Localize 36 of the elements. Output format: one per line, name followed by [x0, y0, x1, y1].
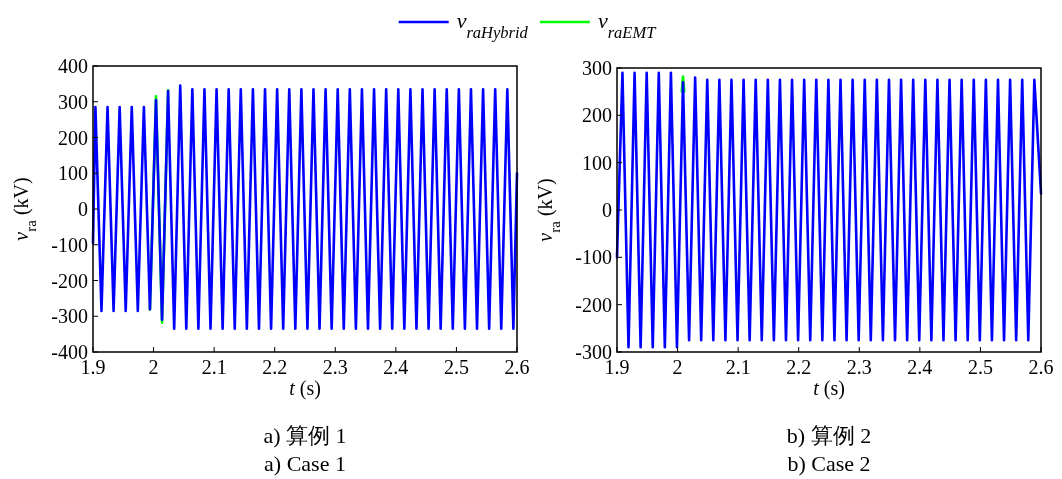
x-tick-label: 2.4	[383, 356, 409, 378]
x-tick-label: 2.6	[504, 356, 530, 378]
legend-label: v$_{raHybrid}$	[456, 8, 529, 42]
legend-label: v$_{raEMT}$	[597, 8, 658, 42]
x-tick-label: 2.3	[322, 356, 348, 378]
y-tick-label: 200	[58, 126, 88, 149]
text: b) 算例 2	[786, 423, 872, 448]
x-tick-label: 2.4	[907, 356, 933, 378]
y-tick-label: 0	[78, 198, 88, 220]
text: b) Case 2	[787, 451, 871, 476]
y-tick-label: 300	[582, 57, 612, 79]
x-tick-label: 2.5	[443, 356, 469, 378]
y-tick-label: -100	[575, 246, 612, 269]
x-tick-label: 2	[672, 356, 683, 378]
x-axis-title: t (s)	[289, 377, 321, 400]
x-tick-label: 2.2	[786, 356, 812, 378]
x-tick-label: 2.5	[967, 356, 993, 378]
x-axis-title: t (s)	[813, 377, 845, 400]
y-tick-label: 200	[582, 104, 612, 127]
text: a) Case 1	[264, 451, 346, 476]
x-tick-label: 2.6	[1028, 356, 1054, 378]
y-tick-label: 400	[58, 55, 88, 77]
y-tick-label: 100	[58, 162, 88, 185]
y-tick-label: 100	[582, 151, 612, 174]
x-tick-label: 2.3	[846, 356, 872, 378]
x-tick-label: 2.1	[201, 356, 227, 378]
y-tick-label: -300	[51, 305, 88, 328]
text: a) 算例 1	[263, 423, 347, 448]
y-tick-label: 0	[602, 199, 612, 221]
y-tick-label: -200	[575, 293, 612, 316]
x-tick-label: 2.2	[262, 356, 288, 378]
x-tick-label: 2	[148, 356, 159, 378]
y-tick-label: -100	[51, 233, 88, 256]
y-tick-label: 300	[58, 90, 88, 113]
y-tick-label: -200	[51, 269, 88, 292]
x-tick-label: 2.1	[725, 356, 751, 378]
